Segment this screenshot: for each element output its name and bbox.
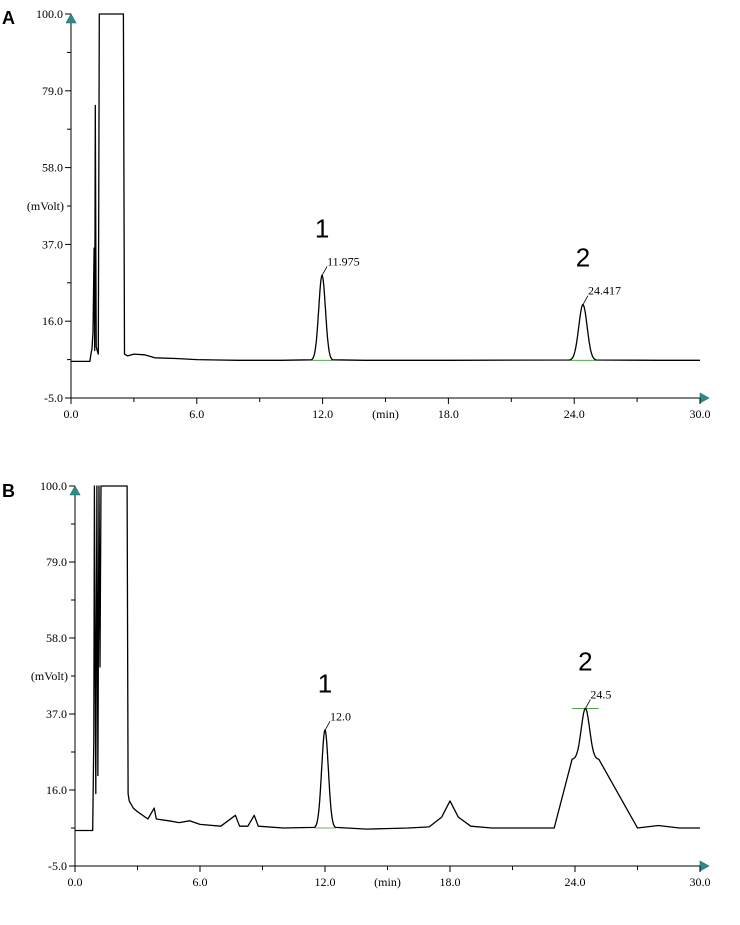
x-tick-label: 30.0 — [690, 407, 711, 421]
x-tick-label: 24.0 — [565, 875, 586, 889]
x-tick-label: 6.0 — [189, 407, 204, 421]
y-tick-label: 37.0 — [42, 237, 63, 251]
peak-retention-label: 12.0 — [330, 709, 351, 723]
peak-number-label: 2 — [578, 647, 592, 677]
peak-leader-line — [324, 721, 331, 731]
y-tick-label: 16.0 — [46, 783, 67, 797]
y-tick-label: 58.0 — [42, 161, 63, 175]
x-tick-label: 0.0 — [64, 407, 79, 421]
x-tick-label: 30.0 — [690, 875, 711, 889]
y-tick-label: -5.0 — [44, 391, 63, 405]
y-axis-arrow-icon — [69, 485, 81, 496]
panel-letter: B — [2, 481, 15, 501]
y-axis-title: (mVolt) — [31, 669, 68, 683]
y-tick-label: 79.0 — [42, 84, 63, 98]
y-tick-label: 37.0 — [46, 707, 67, 721]
x-tick-label: 0.0 — [68, 875, 83, 889]
peak-apex-point — [584, 707, 587, 710]
chromatogram-panel-a: A 0.0 6.0 12.0 18.0 24.0 30.0 (min) 100.0 79.0 58.… — [2, 7, 711, 421]
y-axis-title: (mVolt) — [27, 199, 64, 213]
y-axis-arrow-icon — [65, 13, 77, 24]
signal-trace — [71, 13, 700, 363]
peak-retention-label: 24.5 — [590, 688, 611, 702]
peak-number-label: 1 — [315, 213, 329, 243]
y-tick-label: 16.0 — [42, 314, 63, 328]
y-tick-label: 100.0 — [36, 7, 63, 21]
peak-retention-label: 11.975 — [327, 254, 360, 268]
peak-number-label: 2 — [576, 243, 590, 273]
panel-letter: A — [2, 8, 15, 28]
signal-trace — [75, 485, 700, 832]
x-axis-title: (min) — [374, 875, 401, 889]
x-tick-label: 12.0 — [312, 407, 333, 421]
x-axis-arrow-icon — [699, 392, 710, 404]
x-tick-label: 24.0 — [564, 407, 585, 421]
peak-apex-point — [582, 303, 584, 306]
peak-leader-line — [582, 295, 589, 305]
x-tick-label: 18.0 — [438, 407, 459, 421]
y-tick-label: -5.0 — [48, 859, 67, 873]
x-tick-label: 12.0 — [315, 875, 336, 889]
y-tick-label: 58.0 — [46, 631, 67, 645]
y-tick-label: 79.0 — [46, 555, 67, 569]
x-axis-arrow-icon — [699, 860, 710, 872]
chromatogram-panel-b: B 0.0 6.0 12.0 18.0 24.0 30.0 (min) 100.0 79.0 58.… — [2, 479, 711, 889]
peak-apex-point — [321, 274, 323, 277]
x-tick-label: 18.0 — [440, 875, 461, 889]
peak-leader-line — [321, 266, 328, 276]
peak-apex-point — [324, 729, 326, 732]
x-tick-label: 6.0 — [193, 875, 208, 889]
peak-number-label: 1 — [318, 668, 332, 698]
x-axis-title: (min) — [372, 407, 399, 421]
peak-leader-line — [585, 699, 591, 709]
peak-retention-label: 24.417 — [588, 284, 621, 298]
y-tick-label: 100.0 — [40, 479, 67, 493]
